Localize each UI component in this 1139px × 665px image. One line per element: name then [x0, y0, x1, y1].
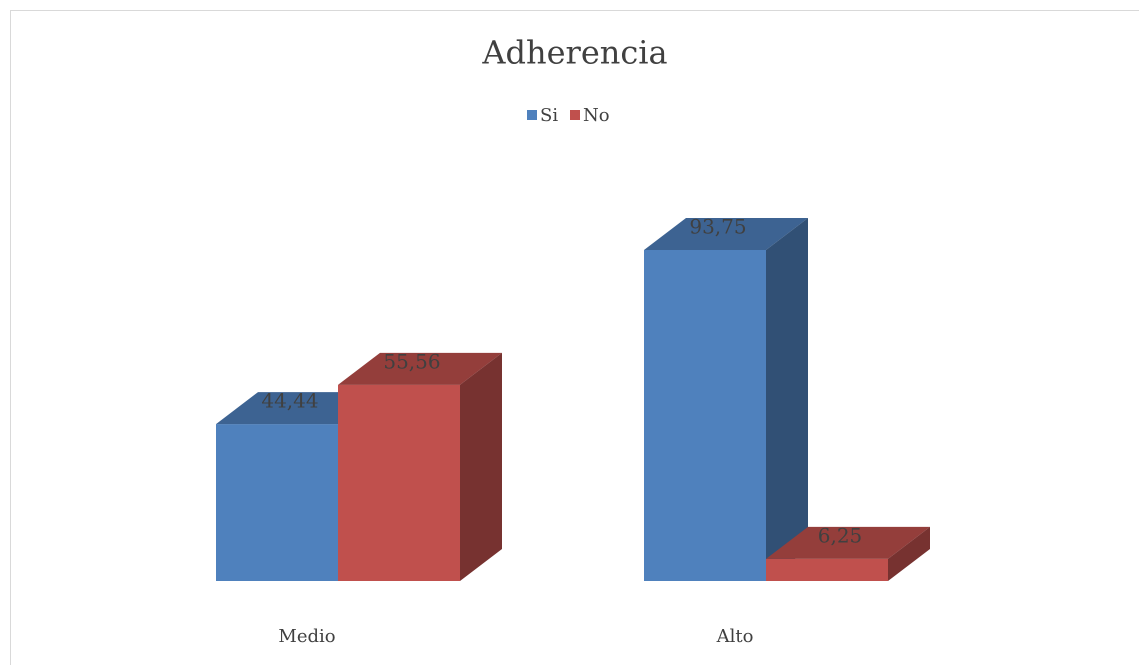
bar-front: [766, 558, 888, 581]
bar-front: [338, 384, 460, 581]
bar-front: [644, 250, 766, 581]
bar-top: [766, 526, 930, 559]
legend-swatch: [527, 110, 537, 120]
x-tick-label: Alto: [716, 626, 754, 647]
data-label: 93,75: [689, 215, 746, 239]
bar-side: [888, 526, 930, 581]
data-label: 6,25: [818, 523, 863, 547]
data-label: 55,56: [383, 349, 440, 373]
legend-swatch: [570, 110, 580, 120]
legend-label: Si: [540, 105, 558, 126]
bar-side: [460, 352, 502, 581]
chart-frame: [10, 10, 1139, 665]
bar-top: [338, 352, 502, 385]
x-tick-label: Medio: [278, 626, 335, 647]
bar-top: [644, 218, 808, 250]
data-label: 44,44: [261, 389, 318, 413]
legend-label: No: [583, 105, 610, 126]
bar-front: [216, 424, 338, 581]
bar-side: [766, 218, 808, 581]
chart-title: Adherencia: [481, 34, 667, 72]
